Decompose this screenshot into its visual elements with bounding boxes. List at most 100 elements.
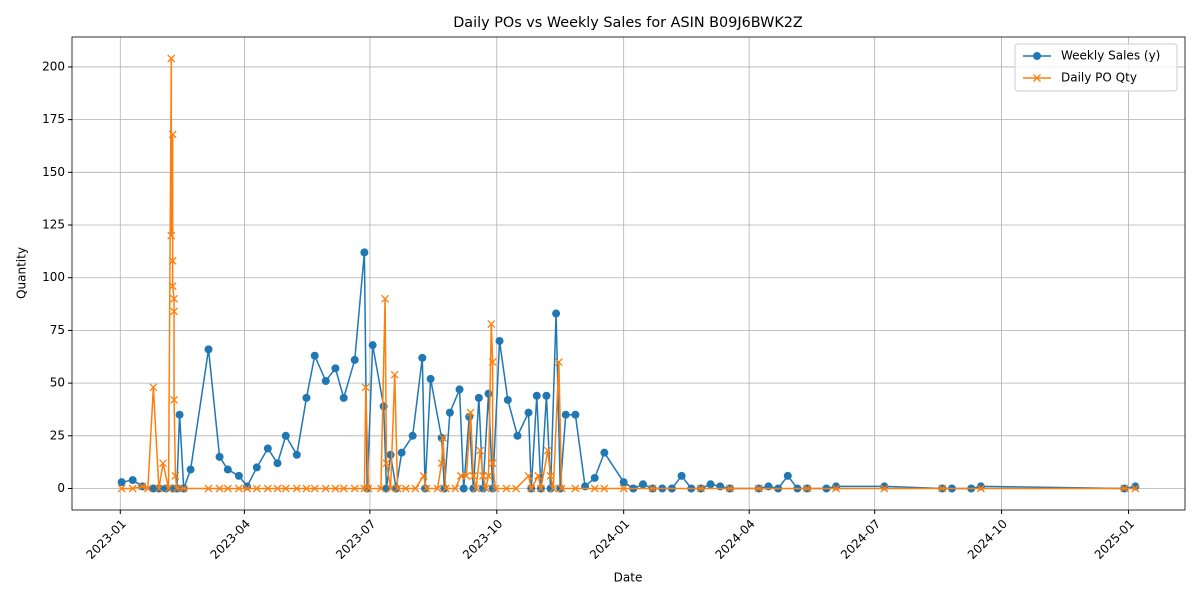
marker <box>648 484 657 493</box>
marker <box>542 391 551 400</box>
y-tick-label: 100 <box>42 270 65 284</box>
marker <box>170 307 179 316</box>
marker <box>571 484 580 493</box>
marker <box>561 410 570 419</box>
marker <box>175 410 184 419</box>
marker <box>408 431 417 440</box>
marker <box>154 484 163 493</box>
y-tick-label: 75 <box>50 323 65 337</box>
marker <box>466 408 475 417</box>
marker <box>167 54 176 63</box>
marker <box>364 484 373 493</box>
marker <box>706 480 715 489</box>
marker <box>469 471 478 480</box>
y-tick-label: 175 <box>42 112 65 126</box>
marker <box>419 471 428 480</box>
marker <box>488 358 497 366</box>
marker <box>503 395 512 404</box>
marker <box>590 473 599 482</box>
marker <box>401 484 410 493</box>
marker <box>281 484 290 493</box>
marker <box>439 433 447 442</box>
marker <box>138 482 147 491</box>
marker <box>179 484 188 493</box>
marker <box>321 377 330 385</box>
marker <box>350 484 359 493</box>
marker <box>168 282 177 291</box>
marker <box>437 433 446 442</box>
marker <box>215 484 224 493</box>
marker <box>149 484 158 493</box>
plot-frame <box>71 36 1186 511</box>
marker <box>128 484 137 493</box>
marker <box>252 484 261 493</box>
marker <box>1033 74 1041 82</box>
marker <box>302 484 311 493</box>
marker <box>171 471 180 480</box>
marker <box>149 383 158 392</box>
marker <box>310 484 319 493</box>
marker <box>600 484 609 493</box>
marker <box>696 484 705 493</box>
marker <box>339 484 348 493</box>
marker <box>376 484 385 493</box>
marker <box>170 396 179 404</box>
y-tick-label: 50 <box>50 376 65 390</box>
marker <box>476 446 485 455</box>
marker <box>273 459 282 468</box>
marker <box>552 309 561 318</box>
marker <box>223 484 232 493</box>
marker <box>170 294 179 303</box>
marker <box>331 364 340 373</box>
marker <box>172 484 181 493</box>
marker <box>292 450 301 459</box>
marker <box>281 431 290 440</box>
marker <box>976 484 985 493</box>
y-axis-label: Quantity <box>15 247 29 299</box>
marker <box>938 484 947 493</box>
marker <box>437 459 446 468</box>
y-tick-label: 25 <box>50 428 65 442</box>
marker <box>546 471 555 480</box>
legend: Weekly Sales (y) Daily PO Qty <box>1014 43 1178 92</box>
marker <box>263 484 272 493</box>
marker <box>292 484 301 493</box>
legend-label: Daily PO Qty <box>1061 71 1137 85</box>
legend-label: Weekly Sales (y) <box>1061 49 1160 63</box>
marker <box>393 484 402 493</box>
marker <box>554 358 563 366</box>
y-tick-label: 0 <box>57 481 65 495</box>
marker <box>382 459 391 468</box>
y-tick-label: 125 <box>42 218 65 232</box>
marker <box>117 478 126 487</box>
marker <box>488 459 497 468</box>
x-axis-label: Date <box>614 571 643 585</box>
marker <box>310 351 319 360</box>
marker <box>418 353 427 362</box>
series-line <box>121 58 1136 491</box>
marker <box>677 471 686 480</box>
marker <box>411 484 420 493</box>
marker <box>532 391 541 400</box>
marker <box>204 484 213 493</box>
marker <box>426 374 435 383</box>
marker <box>164 484 173 493</box>
marker <box>168 256 177 265</box>
marker <box>321 484 330 493</box>
marker <box>512 484 521 493</box>
marker <box>619 484 628 493</box>
marker <box>600 448 609 457</box>
marker <box>252 463 261 472</box>
marker <box>524 408 533 417</box>
marker <box>302 393 311 402</box>
marker <box>186 465 195 474</box>
legend-box <box>1014 43 1178 92</box>
marker <box>455 385 464 394</box>
y-tick-label: 150 <box>42 165 65 179</box>
marker <box>386 484 395 493</box>
marker <box>223 465 232 474</box>
marker <box>495 336 504 345</box>
marker <box>159 459 167 468</box>
